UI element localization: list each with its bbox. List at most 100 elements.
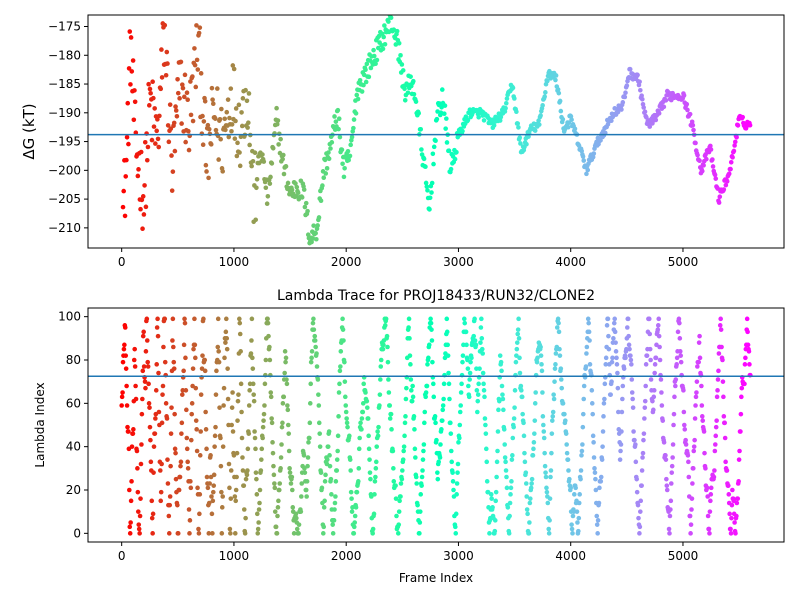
top-data-point [213,127,219,133]
top-data-point [429,190,434,195]
bottom-data-point [163,401,169,406]
top-data-point [225,97,231,102]
bottom-data-point [261,411,267,417]
bottom-data-point [422,409,428,415]
top-data-point [321,175,327,181]
bottom-data-point [140,396,145,402]
bottom-data-point [328,476,334,482]
top-data-point [235,140,240,146]
bottom-data-point [708,498,713,504]
bottom-data-point [468,359,473,365]
top-data-point [129,69,135,74]
bottom-data-point [527,500,533,506]
bottom-data-point [458,390,464,395]
bottom-data-point [191,346,196,352]
bottom-data-point [192,316,197,322]
bottom-data-point [618,448,623,454]
bottom-data-point [317,431,323,436]
bottom-data-point [179,420,185,426]
top-data-point [239,123,245,129]
bottom-data-point [605,316,611,322]
top-data-point [553,77,558,83]
bottom-data-point [268,394,274,400]
bottom-data-point [499,383,505,389]
bottom-data-point [193,385,199,391]
top-x-tick-label: 3000 [443,255,474,269]
top-data-point [132,88,137,93]
bottom-data-point [425,362,430,367]
top-data-point [498,114,504,120]
bottom-data-point [493,498,499,504]
bottom-data-point [320,531,326,536]
top-data-point [735,123,741,128]
bottom-data-point [299,481,305,486]
bottom-data-point [153,388,159,393]
bottom-data-point [234,474,239,480]
bottom-data-point [629,390,635,395]
top-data-point [724,179,730,184]
top-data-point [132,99,138,105]
bottom-data-point [746,349,752,354]
bottom-data-point [650,398,655,404]
bottom-data-point [354,489,360,495]
bottom-data-point [229,405,235,410]
top-data-point [708,147,714,152]
bottom-data-point [522,459,528,465]
bottom-data-point [687,513,693,519]
bottom-data-point [408,377,414,382]
top-data-point [542,94,547,99]
top-data-point [716,200,722,205]
top-y-tick-label: −190 [48,106,81,120]
top-data-point [497,118,503,123]
top-data-point [152,106,157,111]
bottom-data-point [690,466,696,471]
bottom-data-point [463,329,469,335]
bottom-data-point [396,522,402,527]
bottom-data-point [164,416,170,421]
bottom-data-point [137,531,142,536]
bottom-data-point [659,390,664,395]
bottom-data-point [182,316,187,322]
bottom-data-point [156,370,161,376]
top-data-point [437,101,442,106]
bottom-data-point [348,489,354,495]
top-data-point [280,156,285,162]
bottom-data-point [663,453,668,458]
bottom-data-point [370,526,376,532]
bottom-data-point [648,377,654,382]
top-data-point [335,107,341,113]
bottom-data-point [597,485,602,491]
bottom-data-point [265,316,270,322]
top-x-tick-label: 2000 [331,255,362,269]
bottom-data-point [308,359,314,365]
top-data-point [687,111,693,117]
bottom-data-point [196,526,201,532]
bottom-data-point [172,411,177,417]
bottom-data-point [474,366,479,371]
top-data-point [174,113,180,119]
top-data-point [140,194,146,199]
top-data-point [293,181,298,186]
bottom-data-point [226,461,232,467]
bottom-data-point [461,316,467,322]
bottom-data-point [216,359,222,365]
top-data-point [351,125,356,131]
bottom-data-point [246,431,252,436]
top-data-point [120,204,126,210]
top-data-point [598,138,603,143]
bottom-data-point [540,390,545,395]
bottom-data-point [497,353,503,358]
top-data-point [261,159,267,164]
top-data-point [142,140,148,145]
bottom-data-point [661,440,667,445]
bottom-data-point [347,457,353,462]
bottom-data-point [457,409,463,415]
top-data-point [380,46,386,52]
bottom-data-point [259,446,265,452]
bottom-data-point [508,492,513,497]
bottom-data-point [224,336,230,341]
bottom-data-point [431,381,436,387]
bottom-data-point [667,531,672,536]
bottom-data-point [512,405,517,410]
bottom-data-point [628,357,634,363]
